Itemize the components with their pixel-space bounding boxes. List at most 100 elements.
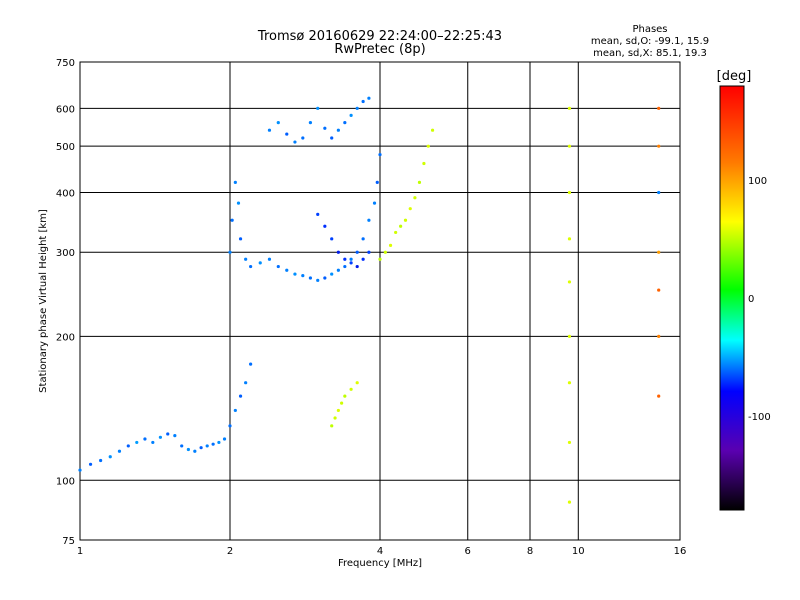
data-point — [158, 435, 163, 439]
x-axis-label: Frequency [MHz] — [338, 558, 422, 569]
x-tick-label: 6 — [465, 546, 471, 557]
data-point — [330, 237, 334, 241]
data-point — [336, 250, 340, 254]
data-point — [228, 250, 232, 254]
y-tick-label: 400 — [56, 188, 75, 199]
data-point — [316, 278, 320, 282]
y-tick-label: 200 — [56, 332, 75, 343]
data-point — [388, 243, 393, 248]
data-point — [258, 261, 262, 265]
data-point — [361, 237, 365, 241]
data-point — [567, 440, 572, 445]
data-point — [205, 444, 209, 448]
data-point — [186, 447, 190, 452]
data-point — [308, 121, 313, 125]
data-point — [316, 106, 320, 110]
data-point — [323, 224, 327, 228]
data-point — [349, 261, 353, 265]
data-point — [355, 106, 359, 110]
data-point — [244, 381, 248, 385]
y-tick-label: 300 — [56, 248, 75, 259]
data-point — [285, 132, 289, 136]
data-point — [355, 381, 359, 385]
data-point — [343, 257, 347, 261]
data-point — [422, 161, 426, 166]
x-tick-label: 10 — [572, 546, 585, 557]
data-point — [657, 288, 661, 292]
data-point — [267, 257, 272, 261]
data-point — [343, 264, 347, 269]
data-point — [199, 446, 203, 450]
data-point — [349, 257, 353, 261]
data-point — [230, 218, 234, 222]
data-point — [222, 437, 227, 441]
data-point — [383, 250, 387, 254]
data-point — [657, 144, 661, 148]
data-point — [236, 201, 241, 205]
x-axis-ticks: 1 2 4 6 8 10 16 — [77, 546, 687, 557]
colorbar-tick-label: 100 — [748, 176, 767, 187]
data-point — [375, 180, 379, 184]
data-point — [567, 500, 572, 504]
data-point — [293, 272, 297, 276]
data-point — [117, 449, 122, 453]
x-tick-label: 8 — [527, 546, 533, 557]
data-point — [426, 144, 430, 148]
data-point — [399, 224, 403, 228]
data-point — [233, 408, 237, 413]
chart-subtitle: RwPretec (8p) — [334, 42, 425, 57]
data-point — [378, 257, 382, 261]
data-point — [567, 334, 572, 338]
legend-line-o: mean, sd,O: -99.1, 15.9 — [591, 36, 709, 47]
data-point — [657, 190, 661, 195]
data-point — [567, 381, 572, 385]
data-point — [361, 99, 365, 104]
data-point — [330, 136, 334, 140]
data-point — [173, 434, 177, 438]
data-point — [308, 276, 313, 280]
data-point — [567, 237, 572, 241]
data-point — [336, 268, 340, 272]
data-point — [180, 444, 184, 448]
data-point — [333, 416, 337, 420]
data-point — [249, 362, 253, 366]
y-tick-label: 500 — [56, 142, 75, 153]
data-point — [343, 394, 347, 398]
data-point — [238, 237, 243, 241]
y-tick-label: 75 — [62, 536, 75, 547]
legend-title: Phases — [632, 24, 667, 35]
data-point — [378, 153, 382, 157]
data-point — [99, 458, 103, 463]
data-point — [233, 180, 237, 184]
data-point — [355, 250, 359, 254]
data-point — [238, 394, 243, 398]
data-point — [249, 264, 253, 269]
data-point — [108, 455, 112, 459]
data-point — [301, 274, 305, 278]
data-point — [336, 128, 340, 132]
data-point — [316, 212, 320, 216]
colorbar-tick-label: -100 — [748, 412, 771, 423]
data-point — [367, 96, 371, 100]
data-point — [367, 218, 371, 222]
data-point — [267, 128, 272, 132]
data-point — [217, 440, 221, 445]
data-point — [126, 444, 130, 448]
data-point — [567, 144, 572, 148]
y-tick-label: 600 — [56, 104, 75, 115]
data-point — [293, 140, 297, 144]
data-point — [567, 280, 572, 284]
data-point — [244, 257, 248, 261]
data-point — [78, 468, 82, 472]
data-point — [330, 272, 334, 276]
chart-title: Tromsø 20160629 22:24:00–22:25:43 — [257, 29, 502, 44]
x-tick-label: 2 — [227, 546, 233, 557]
data-point — [657, 106, 661, 110]
data-point — [367, 250, 371, 254]
data-point — [349, 113, 353, 117]
x-tick-label: 1 — [77, 546, 83, 557]
data-point — [567, 190, 572, 195]
data-point — [166, 432, 170, 436]
data-point — [135, 440, 139, 445]
